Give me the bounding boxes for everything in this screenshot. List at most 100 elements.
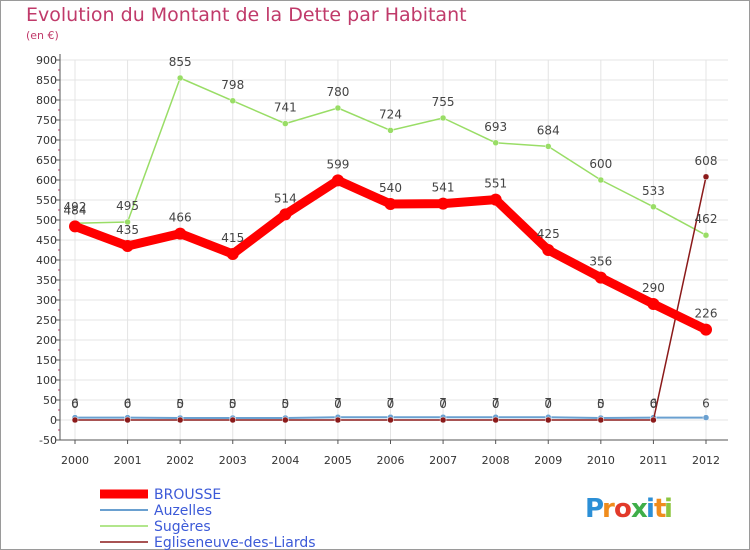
data-point	[597, 416, 605, 424]
x-tick-label: 2008	[482, 454, 510, 467]
data-point	[229, 97, 236, 105]
y-tick-label: 700	[36, 134, 57, 147]
y-tick-label: 800	[36, 94, 57, 107]
data-point	[71, 416, 79, 424]
y-tick-label: 650	[36, 154, 57, 167]
y-tick-label: 550	[36, 194, 57, 207]
data-label: 540	[379, 181, 402, 195]
x-tick-label: 2001	[114, 454, 142, 467]
y-tick-label: 250	[36, 314, 57, 327]
data-point	[492, 416, 499, 424]
data-label: 541	[432, 181, 455, 195]
data-point	[700, 323, 712, 336]
data-label: 780	[326, 85, 349, 99]
data-label: 495	[116, 199, 139, 213]
y-tick-label: 500	[36, 214, 57, 227]
data-point	[282, 120, 289, 127]
data-label: 684	[537, 123, 560, 137]
y-tick-label: 100	[36, 374, 57, 387]
chart-grid	[60, 59, 728, 441]
chart-series	[69, 74, 712, 424]
data-point	[594, 271, 607, 284]
data-label: 462	[695, 212, 718, 226]
data-point	[650, 416, 657, 424]
chart-title: Evolution du Montant de la Dette par Hab…	[26, 4, 467, 26]
x-tick-label: 2012	[692, 454, 720, 467]
data-label: 7	[544, 396, 552, 410]
data-point	[702, 173, 710, 181]
y-tick-label: 600	[36, 174, 57, 187]
x-tick-label: 2009	[534, 454, 562, 467]
data-point	[439, 416, 447, 424]
data-label: 0	[282, 397, 290, 411]
data-label: 6	[71, 397, 79, 411]
y-tick-label: 300	[36, 294, 57, 307]
data-label: 798	[221, 78, 244, 92]
y-tick-label: 400	[36, 254, 57, 267]
y-tick-label: 750	[36, 114, 57, 127]
x-tick-label: 2005	[324, 454, 352, 467]
chart-legend: BROUSSEAuzellesSugèresEgliseneuve-des-Li…	[100, 487, 316, 550]
data-point	[545, 416, 552, 424]
y-axis-ticks: -50 0 50 100 150 200 250 300 350 400 450 500 550 600 6…	[36, 54, 57, 447]
data-point	[124, 416, 131, 424]
data-point	[650, 203, 657, 211]
data-point	[331, 174, 344, 187]
proxiti-logo: Proxiti	[585, 494, 673, 524]
x-tick-label: 2003	[219, 454, 247, 467]
data-labels: 484 435 466 415 514 599 540 541 551 425 356 290 226 6…	[64, 55, 718, 411]
data-point	[439, 114, 447, 122]
data-label: 415	[221, 231, 244, 245]
data-point	[492, 139, 499, 147]
data-label: 0	[124, 397, 132, 411]
data-label: 7	[334, 396, 342, 410]
data-label: 5	[597, 397, 605, 411]
data-label: 5	[229, 397, 237, 411]
data-label: 7	[492, 396, 500, 410]
data-label: 5	[176, 397, 184, 411]
data-point	[702, 414, 710, 421]
data-label: 600	[589, 157, 612, 171]
x-tick-label: 2006	[377, 454, 405, 467]
x-tick-label: 2004	[271, 454, 299, 467]
data-label: 484	[64, 203, 87, 217]
data-label: 514	[274, 191, 297, 205]
data-label: 755	[432, 95, 455, 109]
data-label: 0	[597, 397, 605, 411]
data-label: 724	[379, 107, 402, 121]
data-label: 0	[229, 397, 237, 411]
data-label: 0	[387, 397, 395, 411]
data-label: 0	[492, 397, 500, 411]
x-tick-label: 2002	[166, 454, 194, 467]
data-label: 551	[484, 177, 507, 191]
data-label: 0	[650, 397, 658, 411]
data-point	[176, 74, 184, 82]
data-label: 356	[589, 255, 612, 269]
legend-label: Auzelles	[154, 503, 212, 519]
y-tick-label: -50	[39, 434, 57, 447]
data-point	[334, 104, 342, 112]
data-label: 693	[484, 120, 507, 134]
data-point	[229, 416, 236, 424]
legend-label: Egliseneuve-des-Liards	[154, 535, 316, 550]
data-point	[174, 227, 187, 240]
y-tick-label: 150	[36, 354, 57, 367]
x-tick-label: 2000	[61, 454, 89, 467]
data-label: 425	[537, 227, 560, 241]
data-point	[489, 193, 502, 206]
y-tick-label: 350	[36, 274, 57, 287]
data-point	[597, 176, 605, 184]
data-point	[545, 143, 552, 150]
y-tick-label: 450	[36, 234, 57, 247]
y-tick-label: 0	[50, 414, 57, 427]
legend-label: BROUSSE	[154, 487, 221, 503]
x-tick-label: 2011	[639, 454, 667, 467]
y-tick-label: 50	[43, 394, 57, 407]
data-label: 226	[695, 307, 718, 321]
data-label: 7	[439, 396, 447, 410]
data-label: 533	[642, 184, 665, 198]
data-label: 0	[439, 397, 447, 411]
data-label: 0	[544, 397, 552, 411]
x-tick-label: 2010	[587, 454, 615, 467]
